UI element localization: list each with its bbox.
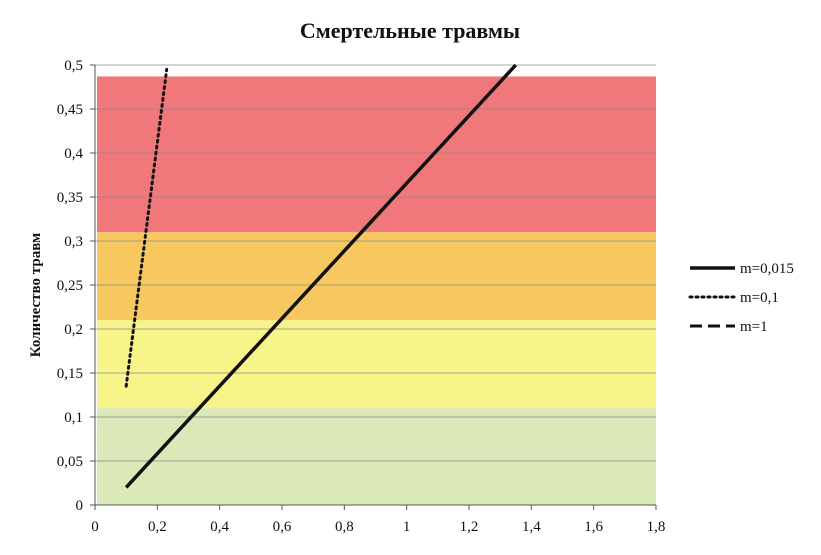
axes-layer: 0 0,05 0,1 0,15 0,2 0,25 0,3 0,35 0,4 0,45 0,5 0 0,2… (57, 58, 666, 535)
zone-band-3 (97, 232, 656, 321)
x-tick-label: 1,6 (584, 519, 603, 535)
zones-layer (97, 76, 656, 505)
series-line-1 (124, 63, 518, 489)
chart-title: Смертельные травмы (300, 18, 520, 43)
y-axis-label: Количество травм (28, 233, 44, 358)
y-tick-label: 0,4 (64, 146, 83, 162)
x-tick-label: 0 (91, 519, 99, 535)
y-tick-label: 0,2 (64, 322, 83, 338)
x-tick-label: 0,4 (210, 519, 229, 535)
y-tick-label: 0,5 (64, 58, 83, 74)
y-tick-label: 0,3 (64, 234, 83, 250)
zone-band-2 (97, 320, 656, 409)
y-tick-label: 0,25 (57, 278, 83, 294)
y-tick-label: 0,05 (57, 454, 83, 470)
series-layer (124, 63, 518, 489)
x-tick-label: 1,4 (522, 519, 541, 535)
x-tick-label: 0,8 (335, 519, 354, 535)
y-tick-label: 0,35 (57, 190, 83, 206)
y-tick-label: 0 (76, 498, 84, 514)
x-tick-label: 0,6 (273, 519, 292, 535)
legend-label-3: m=1 (740, 319, 768, 335)
x-tick-label: 1,2 (460, 519, 479, 535)
y-tick-label: 0,1 (64, 410, 83, 426)
legend-label-2: m=0,1 (740, 290, 779, 306)
y-tick-label: 0,45 (57, 102, 83, 118)
x-tick-label: 0,2 (148, 519, 167, 535)
zone-band-4 (97, 76, 656, 233)
legend-label-1: m=0,015 (740, 261, 794, 277)
x-tick-label: 1 (403, 519, 411, 535)
zone-band-1 (97, 408, 656, 505)
grid-layer (95, 64, 656, 462)
legend: m=0,015 m=0,1 m=1 (688, 261, 794, 335)
y-tick-label: 0,15 (57, 366, 83, 382)
series-line-2 (124, 67, 169, 388)
x-tick-label: 1,8 (647, 519, 666, 535)
